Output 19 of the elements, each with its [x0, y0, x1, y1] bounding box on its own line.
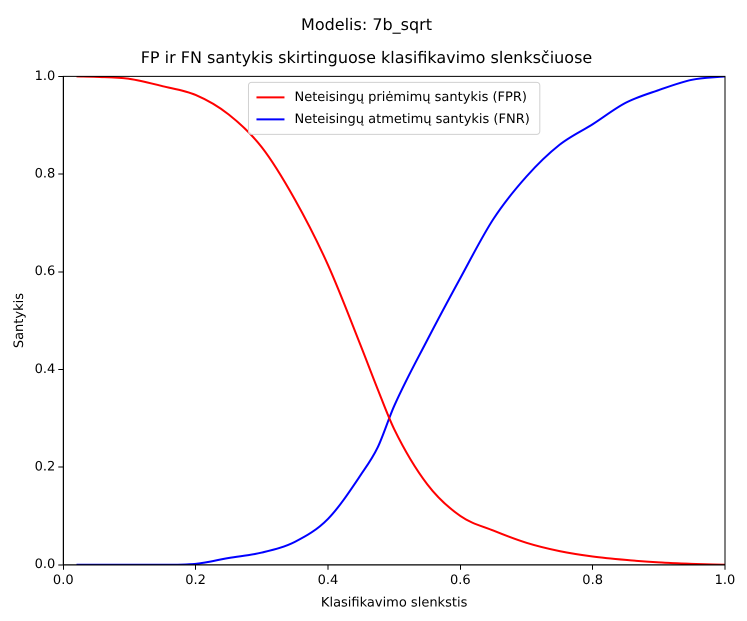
y-tick-label: 0.6	[34, 264, 56, 280]
x-axis-title: Klasifikavimo slenkstis	[320, 596, 468, 611]
y-tick-label: 1.0	[34, 68, 56, 84]
line-series	[76, 76, 725, 565]
legend-label: Neteisingų priėmimų santykis (FPR)	[294, 90, 527, 105]
x-tick-label: 0.6	[450, 572, 471, 588]
x-tick-label: 0.8	[582, 572, 603, 588]
y-tick-label: 0.2	[34, 459, 56, 474]
chart-subtitle: FP ir FN santykis skirtinguose klasifikavimo slenksčiuose	[140, 48, 592, 67]
legend-label: Neteisingų atmetimų santykis (FNR)	[294, 112, 530, 127]
y-tick-label: 0.0	[34, 557, 56, 572]
y-axis-title: Santykis	[12, 292, 28, 348]
y-tick-label: 0.8	[34, 166, 56, 182]
x-tick-label: 0.4	[318, 572, 338, 588]
x-tick-label: 0.2	[185, 572, 206, 588]
x-tick-label: 0.0	[52, 572, 74, 588]
chart-title: Modelis: 7b_sqrt	[301, 14, 432, 34]
x-tick-label: 1.0	[714, 572, 736, 588]
y-tick-label: 0.4	[34, 362, 56, 377]
